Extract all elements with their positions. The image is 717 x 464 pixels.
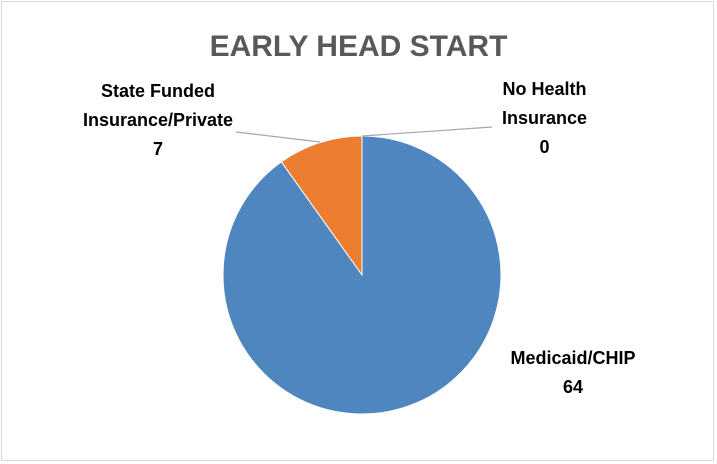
pie-slice — [222, 135, 502, 415]
category-label: State Funded Insurance/Private — [82, 81, 234, 130]
value-label: 7 — [152, 139, 163, 159]
value-label: 0 — [539, 137, 550, 157]
slice-label: State Funded Insurance/Private 7 — [68, 77, 248, 164]
slice-label: Medicaid/CHIP 64 — [488, 344, 658, 402]
category-label: No Health Insurance — [501, 79, 588, 128]
leader-line — [235, 131, 321, 143]
leader-line — [361, 126, 493, 137]
pie-slice — [280, 135, 363, 277]
slice-label: No Health Insurance 0 — [487, 75, 602, 162]
chart-title: EARLY HEAD START — [209, 30, 508, 63]
value-label: 64 — [562, 377, 584, 397]
category-label: Medicaid/CHIP — [510, 348, 636, 368]
